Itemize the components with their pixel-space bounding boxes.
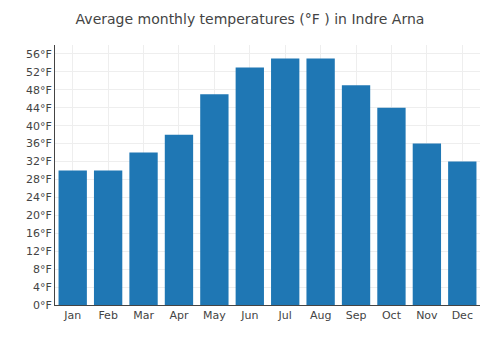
svg-text:44°F: 44°F bbox=[26, 102, 52, 115]
svg-text:12°F: 12°F bbox=[26, 245, 52, 258]
svg-text:Jun: Jun bbox=[240, 309, 258, 322]
svg-text:16°F: 16°F bbox=[26, 227, 52, 240]
svg-text:Apr: Apr bbox=[169, 309, 189, 322]
svg-text:36°F: 36°F bbox=[26, 137, 52, 150]
svg-text:Mar: Mar bbox=[133, 309, 154, 322]
svg-text:Average monthly temperatures (: Average monthly temperatures (°F ) in In… bbox=[76, 11, 425, 27]
svg-text:24°F: 24°F bbox=[26, 191, 52, 204]
svg-text:Feb: Feb bbox=[98, 309, 117, 322]
svg-text:4°F: 4°F bbox=[33, 281, 52, 294]
svg-text:40°F: 40°F bbox=[26, 120, 52, 133]
svg-text:Nov: Nov bbox=[416, 309, 438, 322]
svg-text:28°F: 28°F bbox=[26, 173, 52, 186]
svg-text:0°F: 0°F bbox=[33, 299, 52, 312]
svg-text:20°F: 20°F bbox=[26, 209, 52, 222]
svg-text:Jul: Jul bbox=[278, 309, 292, 322]
svg-text:Oct: Oct bbox=[382, 309, 402, 322]
svg-text:52°F: 52°F bbox=[26, 66, 52, 79]
svg-text:Dec: Dec bbox=[452, 309, 473, 322]
svg-text:56°F: 56°F bbox=[26, 48, 52, 61]
svg-text:May: May bbox=[203, 309, 226, 322]
svg-text:32°F: 32°F bbox=[26, 155, 52, 168]
svg-text:Sep: Sep bbox=[346, 309, 367, 322]
svg-text:Aug: Aug bbox=[310, 309, 331, 322]
svg-text:Jan: Jan bbox=[63, 309, 81, 322]
svg-text:8°F: 8°F bbox=[33, 263, 52, 276]
svg-text:48°F: 48°F bbox=[26, 84, 52, 97]
